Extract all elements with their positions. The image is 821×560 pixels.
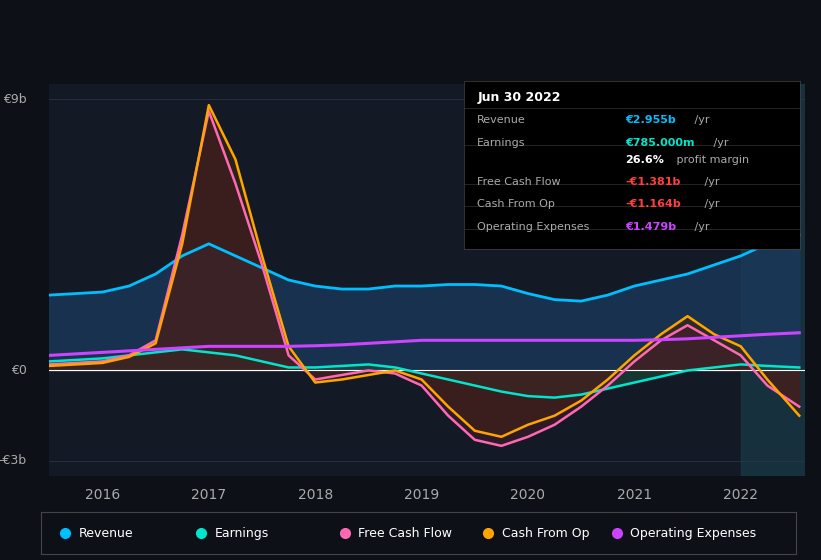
Text: Revenue: Revenue	[477, 115, 526, 125]
Text: €2.955b: €2.955b	[626, 115, 677, 125]
Text: /yr: /yr	[691, 115, 710, 125]
Text: €0: €0	[11, 364, 26, 377]
Text: -€3b: -€3b	[0, 454, 26, 468]
Text: 26.6%: 26.6%	[626, 155, 664, 165]
Text: /yr: /yr	[701, 177, 719, 187]
Text: Operating Expenses: Operating Expenses	[477, 222, 589, 232]
Text: -€1.164b: -€1.164b	[626, 199, 681, 209]
Bar	[741, 84, 810, 476]
Text: Free Cash Flow: Free Cash Flow	[358, 527, 452, 540]
Text: Earnings: Earnings	[215, 527, 269, 540]
Text: €1.479b: €1.479b	[626, 222, 677, 232]
Text: Jun 30 2022: Jun 30 2022	[477, 91, 561, 104]
Text: /yr: /yr	[701, 199, 719, 209]
Text: €785.000m: €785.000m	[626, 138, 695, 148]
Text: -€1.381b: -€1.381b	[626, 177, 681, 187]
Text: /yr: /yr	[710, 138, 729, 148]
Text: Earnings: Earnings	[477, 138, 525, 148]
Text: profit margin: profit margin	[672, 155, 749, 165]
Text: €9b: €9b	[3, 92, 26, 106]
Text: Revenue: Revenue	[79, 527, 134, 540]
Text: Free Cash Flow: Free Cash Flow	[477, 177, 561, 187]
Text: Cash From Op: Cash From Op	[502, 527, 589, 540]
Text: /yr: /yr	[691, 222, 710, 232]
Text: Cash From Op: Cash From Op	[477, 199, 555, 209]
Text: Operating Expenses: Operating Expenses	[631, 527, 756, 540]
